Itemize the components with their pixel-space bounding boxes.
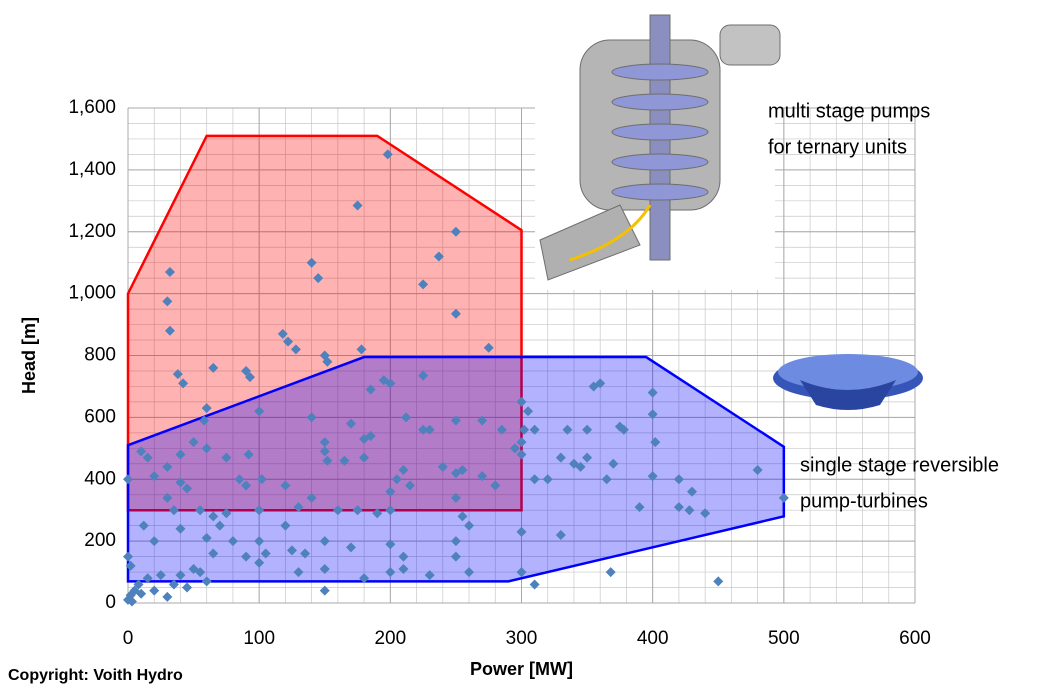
x-tick-label: 600 (899, 628, 931, 649)
point (713, 576, 723, 586)
point (182, 583, 192, 593)
illustrations (535, 0, 923, 410)
y-axis-title: Head [m] (19, 317, 39, 394)
x-tick-label: 200 (374, 628, 406, 649)
x-tick-label: 100 (243, 628, 275, 649)
point (606, 567, 616, 577)
annotation: single stage reversible (800, 454, 999, 476)
x-tick-label: 300 (506, 628, 538, 649)
y-tick-label: 1,000 (68, 283, 116, 304)
point (162, 592, 172, 602)
y-tick-label: 800 (84, 345, 116, 366)
y-tick-label: 1,200 (68, 221, 116, 242)
point (149, 586, 159, 596)
annotation: pump-turbines (800, 490, 928, 512)
y-tick-label: 600 (84, 406, 116, 427)
chart: 0 100 200 300 400 500 600 0 200 400 600 800 1,000 1,2… (0, 0, 1060, 692)
annotation: for ternary units (768, 136, 907, 158)
x-tick-label: 500 (768, 628, 800, 649)
x-tick-label: 400 (637, 628, 669, 649)
y-tick-label: 400 (84, 468, 116, 489)
point (530, 579, 540, 589)
x-tick-label: 0 (123, 628, 134, 649)
y-tick-label: 0 (105, 592, 116, 613)
x-axis-title: Power [MW] (470, 659, 573, 679)
point (320, 586, 330, 596)
annotation: multi stage pumps (768, 100, 930, 122)
y-tick-label: 200 (84, 530, 116, 551)
y-tick-label: 1,400 (68, 159, 116, 180)
y-tick-label: 1,600 (68, 97, 116, 118)
copyright: Copyright: Voith Hydro (8, 667, 183, 684)
